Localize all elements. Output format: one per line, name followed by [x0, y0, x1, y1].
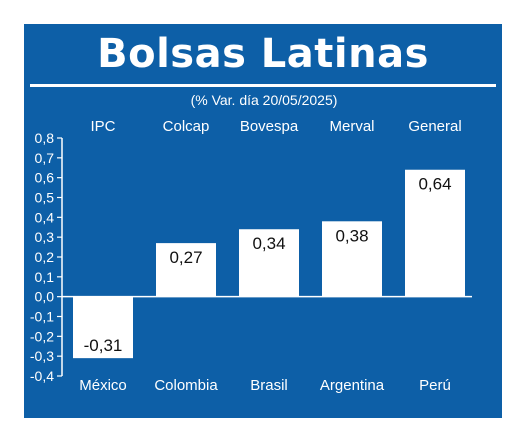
y-tick-label: -0,2: [30, 328, 54, 344]
bar: [73, 296, 133, 359]
title-divider: [30, 84, 496, 87]
bar: [322, 221, 382, 297]
bar: [405, 169, 465, 297]
category-label: Colombia: [154, 377, 218, 394]
y-tick-label: 0,7: [35, 150, 55, 166]
label-layer: 0,8 0,7 0,6 0,5 0,4 0,3 0,2 0,1 0,0 -0,1 -0,2 -0,3 -…: [30, 118, 462, 394]
index-name-label: General: [408, 118, 461, 135]
index-name-label: IPC: [90, 118, 115, 135]
category-label: Brasil: [250, 377, 288, 394]
category-label: México: [79, 377, 127, 394]
chart-subtitle: (% Var. día 20/05/2025): [191, 92, 338, 108]
y-tick-label: 0,0: [35, 289, 55, 305]
y-tick-label: -0,1: [30, 309, 54, 325]
y-tick-label: 0,2: [35, 249, 55, 265]
bar-layer: [73, 169, 465, 359]
y-tick-label: -0,4: [30, 368, 54, 384]
y-tick-label: -0,3: [30, 348, 54, 364]
index-name-label: Colcap: [163, 118, 210, 135]
bar-value-label: 0,64: [418, 175, 451, 194]
y-tick-label: 0,3: [35, 229, 55, 245]
category-label: Perú: [419, 377, 451, 394]
bar-value-label: 0,27: [169, 248, 202, 267]
bar-value-label: 0,34: [252, 234, 285, 253]
category-label: Argentina: [320, 377, 385, 394]
bar: [239, 229, 299, 297]
index-name-label: Merval: [329, 118, 374, 135]
chart-title: Bolsas Latinas: [97, 31, 429, 77]
y-tick-label: 0,5: [35, 190, 55, 206]
bar: [156, 243, 216, 297]
index-name-label: Bovespa: [240, 118, 299, 135]
bar-value-label: 0,38: [335, 226, 368, 245]
y-tick-label: 0,1: [35, 269, 55, 285]
bar-value-label: -0,31: [84, 336, 123, 355]
y-tick-label: 0,6: [35, 170, 55, 186]
y-tick-label: 0,8: [35, 130, 55, 146]
y-tick-label: 0,4: [35, 209, 55, 225]
